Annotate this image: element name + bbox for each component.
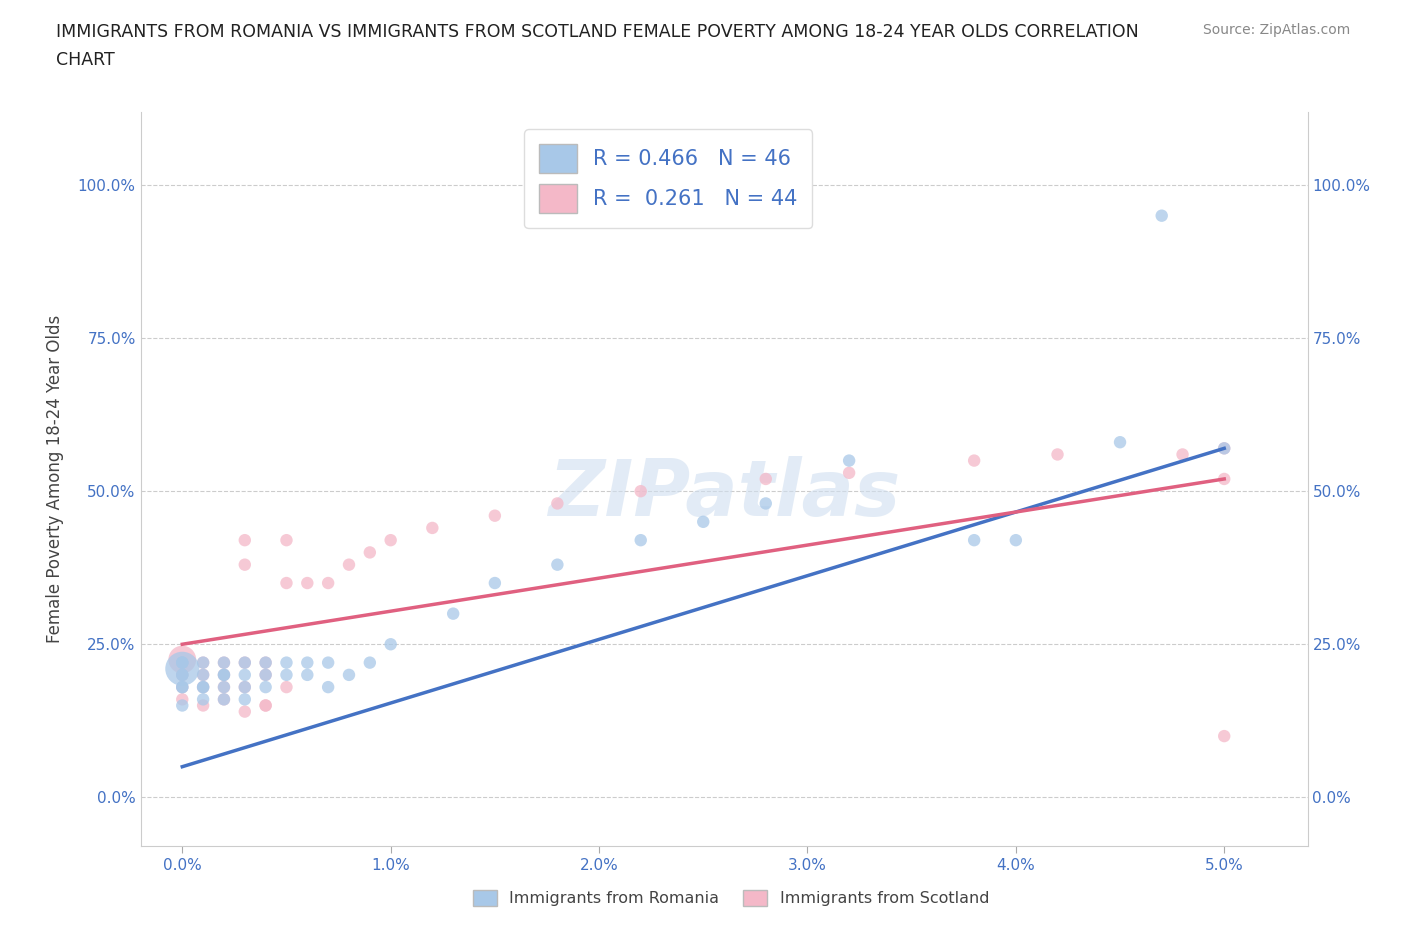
Point — [191, 692, 214, 707]
Point — [172, 656, 194, 671]
Point — [191, 680, 214, 695]
Point — [212, 656, 235, 671]
Point — [276, 656, 298, 671]
Point — [297, 668, 319, 683]
Point — [212, 668, 235, 683]
Point — [484, 576, 506, 591]
Point — [191, 680, 214, 695]
Point — [692, 514, 714, 529]
Point — [191, 698, 214, 713]
Point — [1213, 472, 1236, 486]
Point — [1150, 208, 1173, 223]
Point — [212, 668, 235, 683]
Point — [191, 656, 214, 671]
Point — [963, 533, 986, 548]
Point — [484, 508, 506, 523]
Point — [337, 557, 360, 572]
Y-axis label: Female Poverty Among 18-24 Year Olds: Female Poverty Among 18-24 Year Olds — [46, 315, 63, 643]
Point — [172, 656, 194, 671]
Point — [212, 692, 235, 707]
Point — [316, 576, 339, 591]
Point — [212, 680, 235, 695]
Text: IMMIGRANTS FROM ROMANIA VS IMMIGRANTS FROM SCOTLAND FEMALE POVERTY AMONG 18-24 Y: IMMIGRANTS FROM ROMANIA VS IMMIGRANTS FR… — [56, 23, 1139, 41]
Point — [254, 656, 277, 671]
Point — [316, 656, 339, 671]
Point — [380, 637, 402, 652]
Point — [1171, 447, 1194, 462]
Point — [172, 656, 194, 671]
Text: CHART: CHART — [56, 51, 115, 69]
Point — [172, 656, 194, 671]
Point — [172, 668, 194, 683]
Point — [172, 680, 194, 695]
Point — [254, 680, 277, 695]
Point — [172, 698, 194, 713]
Text: ZIPatlas: ZIPatlas — [548, 456, 900, 532]
Point — [172, 661, 194, 676]
Point — [172, 668, 194, 683]
Point — [172, 656, 194, 671]
Point — [297, 576, 319, 591]
Point — [233, 680, 256, 695]
Point — [172, 656, 194, 671]
Point — [212, 680, 235, 695]
Point — [233, 656, 256, 671]
Point — [233, 656, 256, 671]
Point — [297, 656, 319, 671]
Point — [212, 668, 235, 683]
Point — [963, 453, 986, 468]
Point — [212, 692, 235, 707]
Point — [254, 668, 277, 683]
Point — [233, 692, 256, 707]
Point — [546, 557, 568, 572]
Point — [359, 545, 381, 560]
Point — [254, 656, 277, 671]
Point — [316, 680, 339, 695]
Point — [233, 680, 256, 695]
Point — [380, 533, 402, 548]
Point — [337, 668, 360, 683]
Point — [191, 656, 214, 671]
Point — [172, 680, 194, 695]
Point — [172, 680, 194, 695]
Point — [254, 698, 277, 713]
Point — [630, 484, 652, 498]
Point — [172, 692, 194, 707]
Point — [1213, 441, 1236, 456]
Point — [233, 557, 256, 572]
Point — [172, 668, 194, 683]
Point — [422, 521, 444, 536]
Point — [233, 668, 256, 683]
Point — [1109, 435, 1132, 450]
Legend: Immigrants from Romania, Immigrants from Scotland: Immigrants from Romania, Immigrants from… — [467, 884, 995, 912]
Point — [191, 668, 214, 683]
Point — [172, 668, 194, 683]
Text: Source: ZipAtlas.com: Source: ZipAtlas.com — [1202, 23, 1350, 37]
Point — [359, 656, 381, 671]
Point — [233, 533, 256, 548]
Point — [1213, 729, 1236, 744]
Legend: R = 0.466   N = 46, R =  0.261   N = 44: R = 0.466 N = 46, R = 0.261 N = 44 — [524, 129, 813, 228]
Point — [838, 453, 860, 468]
Point — [838, 465, 860, 480]
Point — [254, 698, 277, 713]
Point — [276, 680, 298, 695]
Point — [755, 472, 778, 486]
Point — [254, 668, 277, 683]
Point — [212, 656, 235, 671]
Point — [191, 668, 214, 683]
Point — [1213, 441, 1236, 456]
Point — [1005, 533, 1028, 548]
Point — [233, 704, 256, 719]
Point — [546, 496, 568, 511]
Point — [276, 533, 298, 548]
Point — [1046, 447, 1069, 462]
Point — [441, 606, 464, 621]
Point — [630, 533, 652, 548]
Point — [755, 496, 778, 511]
Point — [172, 652, 194, 667]
Point — [191, 680, 214, 695]
Point — [276, 668, 298, 683]
Point — [276, 576, 298, 591]
